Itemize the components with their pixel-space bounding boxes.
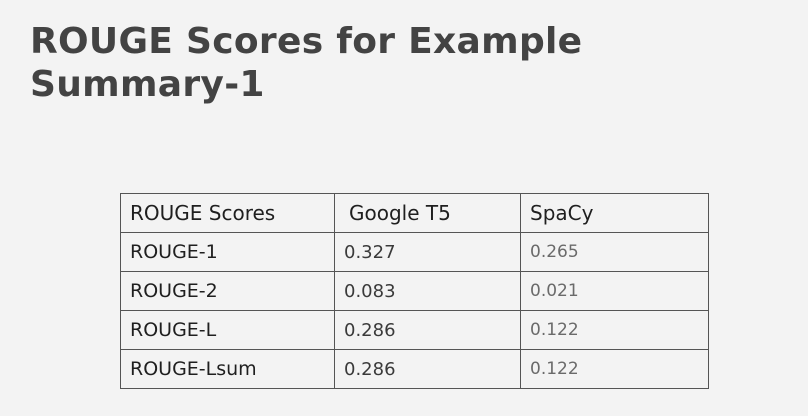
table-row: ROUGE-2 0.083 0.021 — [120, 271, 709, 311]
rouge-scores-table: ROUGE Scores Google T5 SpaCy ROUGE-1 0.3… — [120, 193, 709, 389]
spacy-score-cell: 0.122 — [520, 349, 709, 389]
slide-title: ROUGE Scores for Example Summary-1 — [30, 20, 730, 106]
table-row: ROUGE-1 0.327 0.265 — [120, 232, 709, 272]
metric-cell: ROUGE-1 — [120, 232, 335, 272]
header-google-t5: Google T5 — [334, 193, 521, 233]
spacy-score-cell: 0.122 — [520, 310, 709, 350]
google-t5-score-cell: 0.286 — [334, 349, 521, 389]
table-row: ROUGE-L 0.286 0.122 — [120, 310, 709, 350]
google-t5-score-cell: 0.286 — [334, 310, 521, 350]
slide-title-line-1: ROUGE Scores for Example — [30, 21, 583, 62]
spacy-score-cell: 0.021 — [520, 271, 709, 311]
header-spacy: SpaCy — [520, 193, 709, 233]
metric-cell: ROUGE-Lsum — [120, 349, 335, 389]
google-t5-score-cell: 0.083 — [334, 271, 521, 311]
table-header-row: ROUGE Scores Google T5 SpaCy — [120, 193, 709, 233]
spacy-score-cell: 0.265 — [520, 232, 709, 272]
metric-cell: ROUGE-2 — [120, 271, 335, 311]
google-t5-score-cell: 0.327 — [334, 232, 521, 272]
header-rouge-scores: ROUGE Scores — [120, 193, 335, 233]
table-row: ROUGE-Lsum 0.286 0.122 — [120, 349, 709, 389]
slide-title-line-2: Summary-1 — [30, 64, 265, 105]
metric-cell: ROUGE-L — [120, 310, 335, 350]
